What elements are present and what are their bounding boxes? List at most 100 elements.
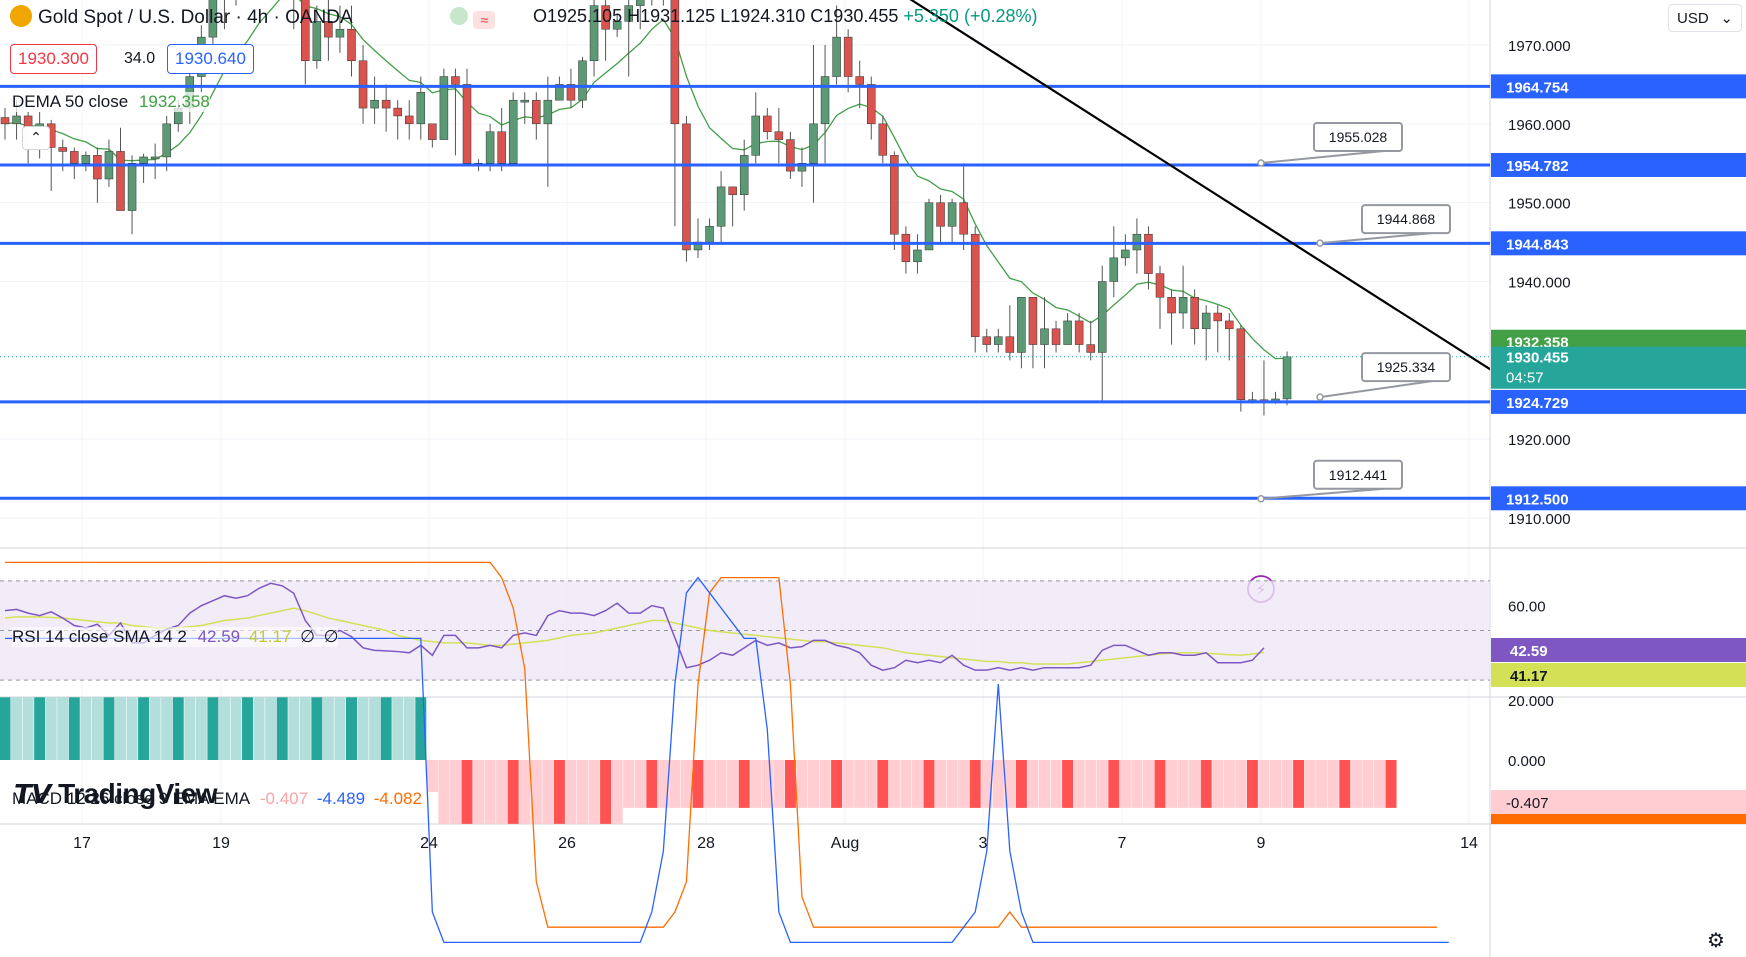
macd-histogram-bar [1119, 760, 1131, 808]
macd-histogram-bar [1327, 760, 1339, 808]
candle [12, 115, 21, 125]
macd-histogram-bar [1385, 760, 1397, 808]
macd-histogram-bar [449, 760, 461, 824]
ohlc-high: H1931.125 [627, 6, 716, 26]
candle [335, 28, 345, 38]
settings-gear-button[interactable]: ⚙ [1702, 928, 1730, 954]
candle [751, 115, 760, 156]
macd-histogram-bar [461, 760, 473, 824]
macd-histogram-bar [161, 697, 173, 760]
macd-histogram-bar [138, 697, 150, 760]
rsi-legend[interactable]: RSI 14 close SMA 14 2 42.59 41.17 ∅ ∅ [12, 627, 339, 647]
collapse-legend-button[interactable]: ⌃ [22, 126, 50, 150]
macd-histogram-bar [1096, 760, 1108, 808]
symbol-header[interactable]: Gold Spot / U.S. Dollar · 4h · OANDA [10, 5, 353, 29]
macd-histogram-bar [103, 697, 115, 760]
macd-histogram-bar [704, 760, 716, 808]
callout-leader [1260, 487, 1385, 500]
macd-histogram-bar [796, 760, 808, 808]
macd-histogram-bar [57, 697, 69, 760]
candle [970, 233, 980, 337]
macd-histogram-bar [646, 760, 658, 808]
macd-histogram-bar [184, 697, 196, 760]
candle [381, 99, 391, 109]
level-price-badge [1491, 231, 1746, 256]
candle [901, 233, 911, 263]
candle [312, 21, 322, 62]
candle [1190, 297, 1199, 330]
buy-button[interactable]: 1930.640 [167, 44, 254, 74]
chevron-down-icon: ⌄ [1720, 10, 1733, 27]
candle [936, 202, 945, 227]
macd-histogram-bar [80, 697, 92, 760]
macd-histogram-bar [888, 760, 900, 808]
macd-histogram-bar [426, 760, 438, 792]
macd-hist-badge-label: -0.407 [1506, 795, 1549, 812]
macd-histogram-bar [761, 760, 773, 808]
macd-histogram-bar [727, 760, 739, 808]
macd-histogram-bar [207, 697, 219, 760]
macd-histogram-bar [680, 760, 692, 808]
candle [1051, 328, 1061, 345]
dema-legend[interactable]: DEMA 50 close 1932.358 [12, 92, 210, 112]
macd-legend[interactable]: MACD 12 26 close 9 EMA EMA -0.407 -4.489… [12, 789, 422, 809]
candle [566, 84, 576, 101]
candle [867, 84, 876, 125]
candle [1040, 328, 1049, 345]
macd-label: MACD 12 26 close 9 EMA EMA [12, 789, 250, 808]
callout-label: 1955.028 [1329, 129, 1388, 145]
candle [612, 21, 622, 30]
level-price-badge [1491, 152, 1746, 177]
callout-label: 1925.334 [1377, 359, 1436, 375]
candle [1121, 249, 1130, 259]
candle [1109, 257, 1119, 282]
callout-label: 1912.441 [1329, 467, 1388, 483]
macd-histogram-bar [750, 760, 762, 808]
currency-select[interactable]: USD ⌄ [1668, 4, 1742, 32]
macd-histogram-bar [392, 697, 404, 760]
candle [843, 36, 853, 77]
candle [127, 163, 137, 211]
market-status-badges[interactable]: ≈ [450, 6, 496, 29]
macd-histogram-bar [288, 697, 300, 760]
candle [1017, 297, 1026, 353]
candle [485, 131, 495, 164]
candle [739, 155, 749, 196]
level-price-badge-label: 1912.500 [1506, 491, 1569, 508]
macd-histogram-bar [1108, 760, 1120, 808]
candle [601, 5, 610, 30]
macd-histogram-bar [911, 760, 923, 808]
candle [763, 115, 772, 132]
candle [774, 131, 784, 140]
candle [1155, 273, 1165, 298]
macd-histogram-bar [1189, 760, 1201, 808]
macd-histogram-bar [1200, 760, 1212, 808]
macd-hist-value: -0.407 [259, 789, 309, 808]
candle [208, 0, 218, 38]
candle [150, 156, 160, 160]
callout-leader [1260, 150, 1385, 165]
candle [139, 156, 148, 164]
macd-histogram-bar [565, 760, 577, 824]
callout-box [1361, 352, 1451, 383]
candle [994, 336, 1003, 345]
macd-histogram-bar [22, 697, 34, 760]
sell-button[interactable]: 1930.300 [10, 44, 97, 74]
rsi-sma-badge-label: 41.17 [1510, 668, 1548, 685]
macd-histogram-bar [519, 760, 531, 824]
gear-icon: ⚙ [1707, 930, 1725, 952]
macd-histogram-bar [715, 760, 727, 808]
candle [589, 5, 599, 62]
macd-histogram-bar [473, 760, 485, 824]
candle [1098, 281, 1107, 353]
level-price-badge-label: 1924.729 [1506, 395, 1569, 412]
tradingview-logo[interactable]: 𝙏𝙑 TradingView [14, 778, 218, 810]
macd-histogram-bar [1073, 760, 1085, 808]
candle [347, 28, 356, 62]
macd-histogram-bar [669, 760, 681, 808]
rsi-sma-line [4, 607, 1265, 665]
candle [878, 123, 888, 156]
macd-histogram-bar [946, 760, 958, 808]
candle [370, 99, 379, 109]
